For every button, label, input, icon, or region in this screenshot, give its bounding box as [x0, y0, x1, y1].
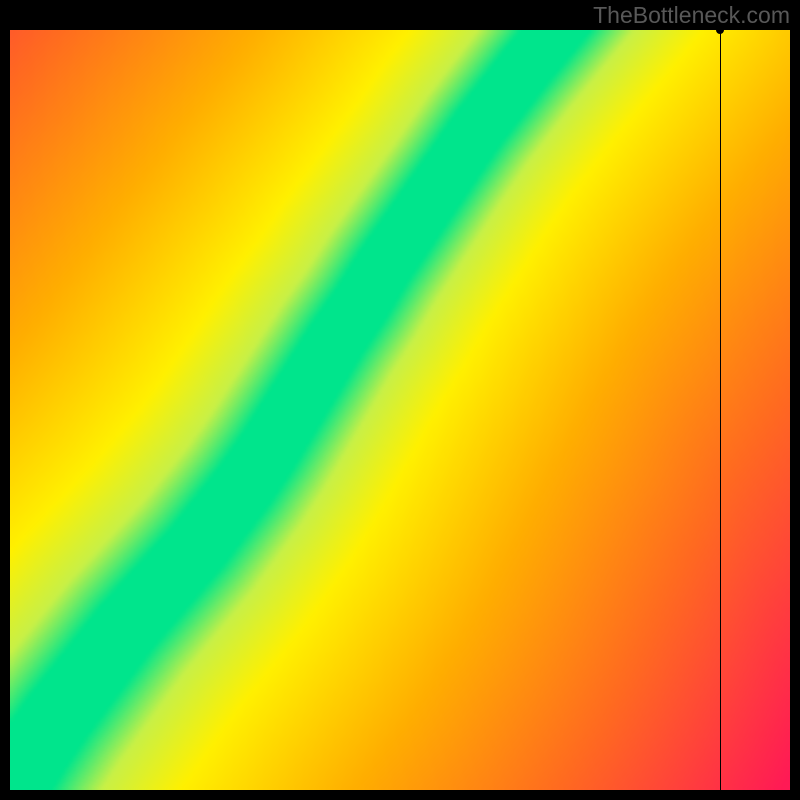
attribution-text: TheBottleneck.com	[593, 2, 790, 29]
marker-dot	[716, 26, 724, 34]
marker-vertical-line	[720, 30, 721, 790]
bottleneck-heatmap	[10, 30, 790, 790]
plot-frame	[10, 30, 790, 790]
